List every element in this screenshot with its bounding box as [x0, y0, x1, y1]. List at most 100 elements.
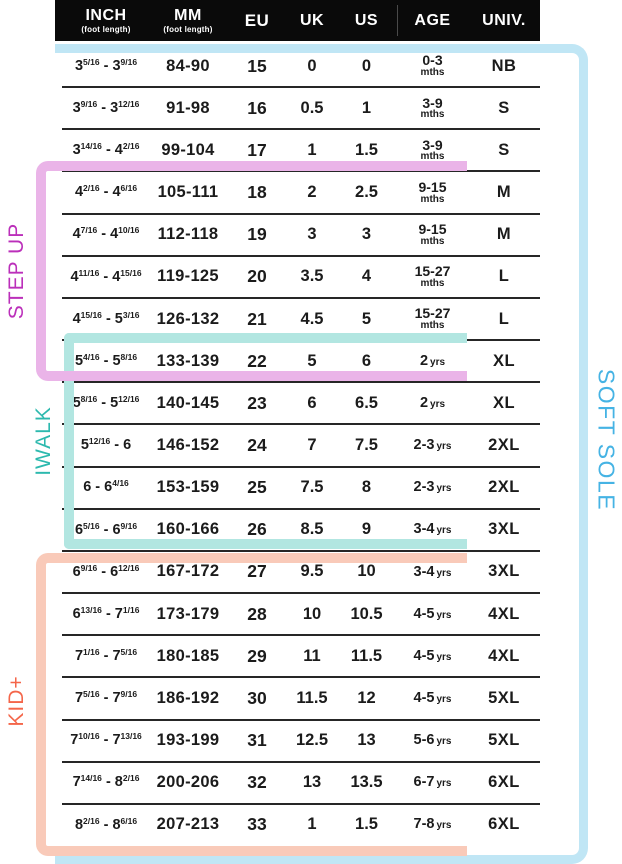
- cell-univ: 4XL: [488, 604, 520, 623]
- cell-uk: 3.5: [300, 267, 324, 286]
- cell-univ: XL: [492, 393, 516, 412]
- cell-univ: L: [498, 267, 510, 286]
- cell-univ: NB: [491, 56, 517, 75]
- cell-age: 0-3 mths: [420, 52, 445, 79]
- cell-inch: 314/16 - 42/16: [72, 141, 140, 159]
- table-row: 710/16 - 713/16 193-199 31 12.5 13 5-6 yrs 5XL: [62, 721, 540, 763]
- cell-inch: 42/16 - 46/16: [74, 183, 138, 201]
- cell-univ: 6XL: [488, 815, 520, 834]
- cell-uk: 1: [307, 140, 317, 159]
- table-row: 69/16 - 612/16 167-172 27 9.5 10 3-4 yrs 3XL: [62, 552, 540, 595]
- cell-inch: 710/16 - 713/16: [70, 731, 142, 749]
- table-row: 411/16 - 415/16 119-125 20 3.5 4 15-27 mths L: [62, 257, 540, 299]
- cell-eu: 33: [247, 814, 267, 835]
- header-cell-uk: UK: [299, 11, 325, 29]
- cell-uk: 11: [303, 646, 321, 665]
- cell-us: 1: [361, 98, 372, 117]
- cell-mm: 186-192: [156, 688, 220, 707]
- cell-us: 9: [361, 520, 372, 539]
- cell-inch: 69/16 - 612/16: [72, 562, 140, 580]
- table-row: 65/16 - 69/16 160-166 26 8.5 9 3-4 yrs 3XL: [62, 510, 540, 552]
- cell-uk: 4.5: [300, 309, 324, 328]
- cell-univ: S: [498, 140, 510, 159]
- cell-univ: 5XL: [488, 731, 520, 750]
- cell-age: 3-4 yrs: [413, 521, 452, 538]
- header-cell-eu: EU: [244, 11, 270, 30]
- cell-age: 9-15 mths: [418, 178, 447, 205]
- cell-inch: 39/16 - 312/16: [72, 98, 140, 116]
- cell-us: 5: [361, 309, 372, 328]
- cell-eu: 19: [247, 224, 267, 245]
- table-row: 714/16 - 82/16 200-206 32 13 13.5 6-7 yrs 6XL: [62, 763, 540, 805]
- cell-inch: 54/16 - 58/16: [74, 351, 138, 369]
- cell-mm: 173-179: [156, 604, 220, 623]
- step-up-bracket: [36, 161, 467, 381]
- table-row: 35/16 - 39/16 84-90 15 0 0 0-3 mths NB: [62, 46, 540, 89]
- cell-uk: 0: [307, 56, 317, 75]
- cell-eu: 23: [247, 392, 267, 413]
- cell-inch: 411/16 - 415/16: [70, 267, 142, 285]
- cell-us: 1.5: [355, 140, 378, 159]
- cell-mm: 105-111: [157, 183, 219, 202]
- cell-univ: 5XL: [488, 688, 520, 707]
- cell-us: 0: [361, 56, 372, 75]
- cell-uk: 5: [307, 351, 317, 370]
- cell-mm: 91-98: [166, 98, 210, 117]
- cell-age: 3-9 mths: [420, 136, 445, 163]
- cell-age: 15-27 mths: [414, 263, 451, 289]
- cell-univ: 2XL: [488, 478, 520, 497]
- cell-inch: 65/16 - 69/16: [74, 520, 138, 538]
- cell-univ: 3XL: [488, 520, 520, 539]
- cell-inch: 75/16 - 79/16: [74, 689, 138, 707]
- cell-us: 10.5: [350, 604, 383, 623]
- cell-age: 3-4 yrs: [413, 563, 452, 580]
- cell-eu: 30: [247, 687, 267, 708]
- table-row: 613/16 - 71/16 173-179 28 10 10.5 4-5 yrs 4XL: [62, 594, 540, 637]
- cell-eu: 15: [247, 55, 267, 76]
- cell-age: 4-5 yrs: [413, 690, 452, 707]
- cell-eu: 21: [247, 308, 267, 329]
- header-divider: [397, 5, 398, 36]
- cell-age: 2-3 yrs: [413, 437, 452, 454]
- step-up-label: STEP UP: [5, 222, 28, 320]
- cell-mm: 119-125: [157, 267, 219, 286]
- soft-sole-bracket: [55, 44, 588, 864]
- cell-inch: 512/16 - 6: [80, 436, 132, 454]
- cell-uk: 7.5: [300, 478, 324, 497]
- cell-age: 4-5 yrs: [413, 647, 452, 664]
- cell-univ: M: [496, 183, 512, 202]
- table-header: INCH (foot length) MM (foot length) EU UK US AG…: [55, 0, 540, 41]
- cell-us: 6: [361, 351, 372, 370]
- cell-us: 12: [357, 688, 376, 707]
- cell-inch: 613/16 - 71/16: [72, 604, 140, 622]
- cell-inch: 58/16 - 512/16: [72, 394, 140, 412]
- cell-mm: 167-172: [156, 562, 220, 581]
- table-row: 47/16 - 410/16 112-118 19 3 3 9-15 mths M: [62, 215, 540, 257]
- cell-inch: 82/16 - 86/16: [74, 815, 138, 833]
- cell-inch: 714/16 - 82/16: [72, 773, 140, 791]
- cell-age: 4-5 yrs: [413, 605, 452, 622]
- cell-age: 3-9 mths: [420, 94, 445, 121]
- cell-us: 1.5: [355, 815, 378, 834]
- header-cell-mm: MM (foot length): [163, 6, 213, 34]
- cell-us: 6.5: [355, 393, 378, 412]
- cell-inch: 71/16 - 75/16: [74, 647, 138, 665]
- table-body: 35/16 - 39/16 84-90 15 0 0 0-3 mths NB 39/16 - 3…: [62, 46, 540, 845]
- cell-eu: 24: [247, 434, 267, 455]
- cell-inch: 415/16 - 53/16: [72, 309, 140, 327]
- header-cell-univ: UNIV.: [482, 11, 526, 29]
- cell-inch: 6 - 64/16: [83, 478, 129, 496]
- cell-age: 2-3 yrs: [413, 479, 452, 496]
- cell-us: 13.5: [350, 773, 383, 792]
- cell-us: 4: [361, 267, 372, 286]
- cell-age: 6-7 yrs: [413, 774, 452, 791]
- cell-uk: 10: [302, 604, 322, 623]
- cell-us: 3: [361, 225, 372, 244]
- cell-inch: 47/16 - 410/16: [72, 225, 140, 243]
- cell-uk: 12.5: [295, 731, 329, 750]
- cell-age: 7-8 yrs: [413, 816, 452, 833]
- table-row: 58/16 - 512/16 140-145 23 6 6.5 2 yrs XL: [62, 383, 540, 426]
- table-row: 314/16 - 42/16 99-104 17 1 1.5 3-9 mths S: [62, 130, 540, 173]
- cell-eu: 25: [247, 477, 267, 498]
